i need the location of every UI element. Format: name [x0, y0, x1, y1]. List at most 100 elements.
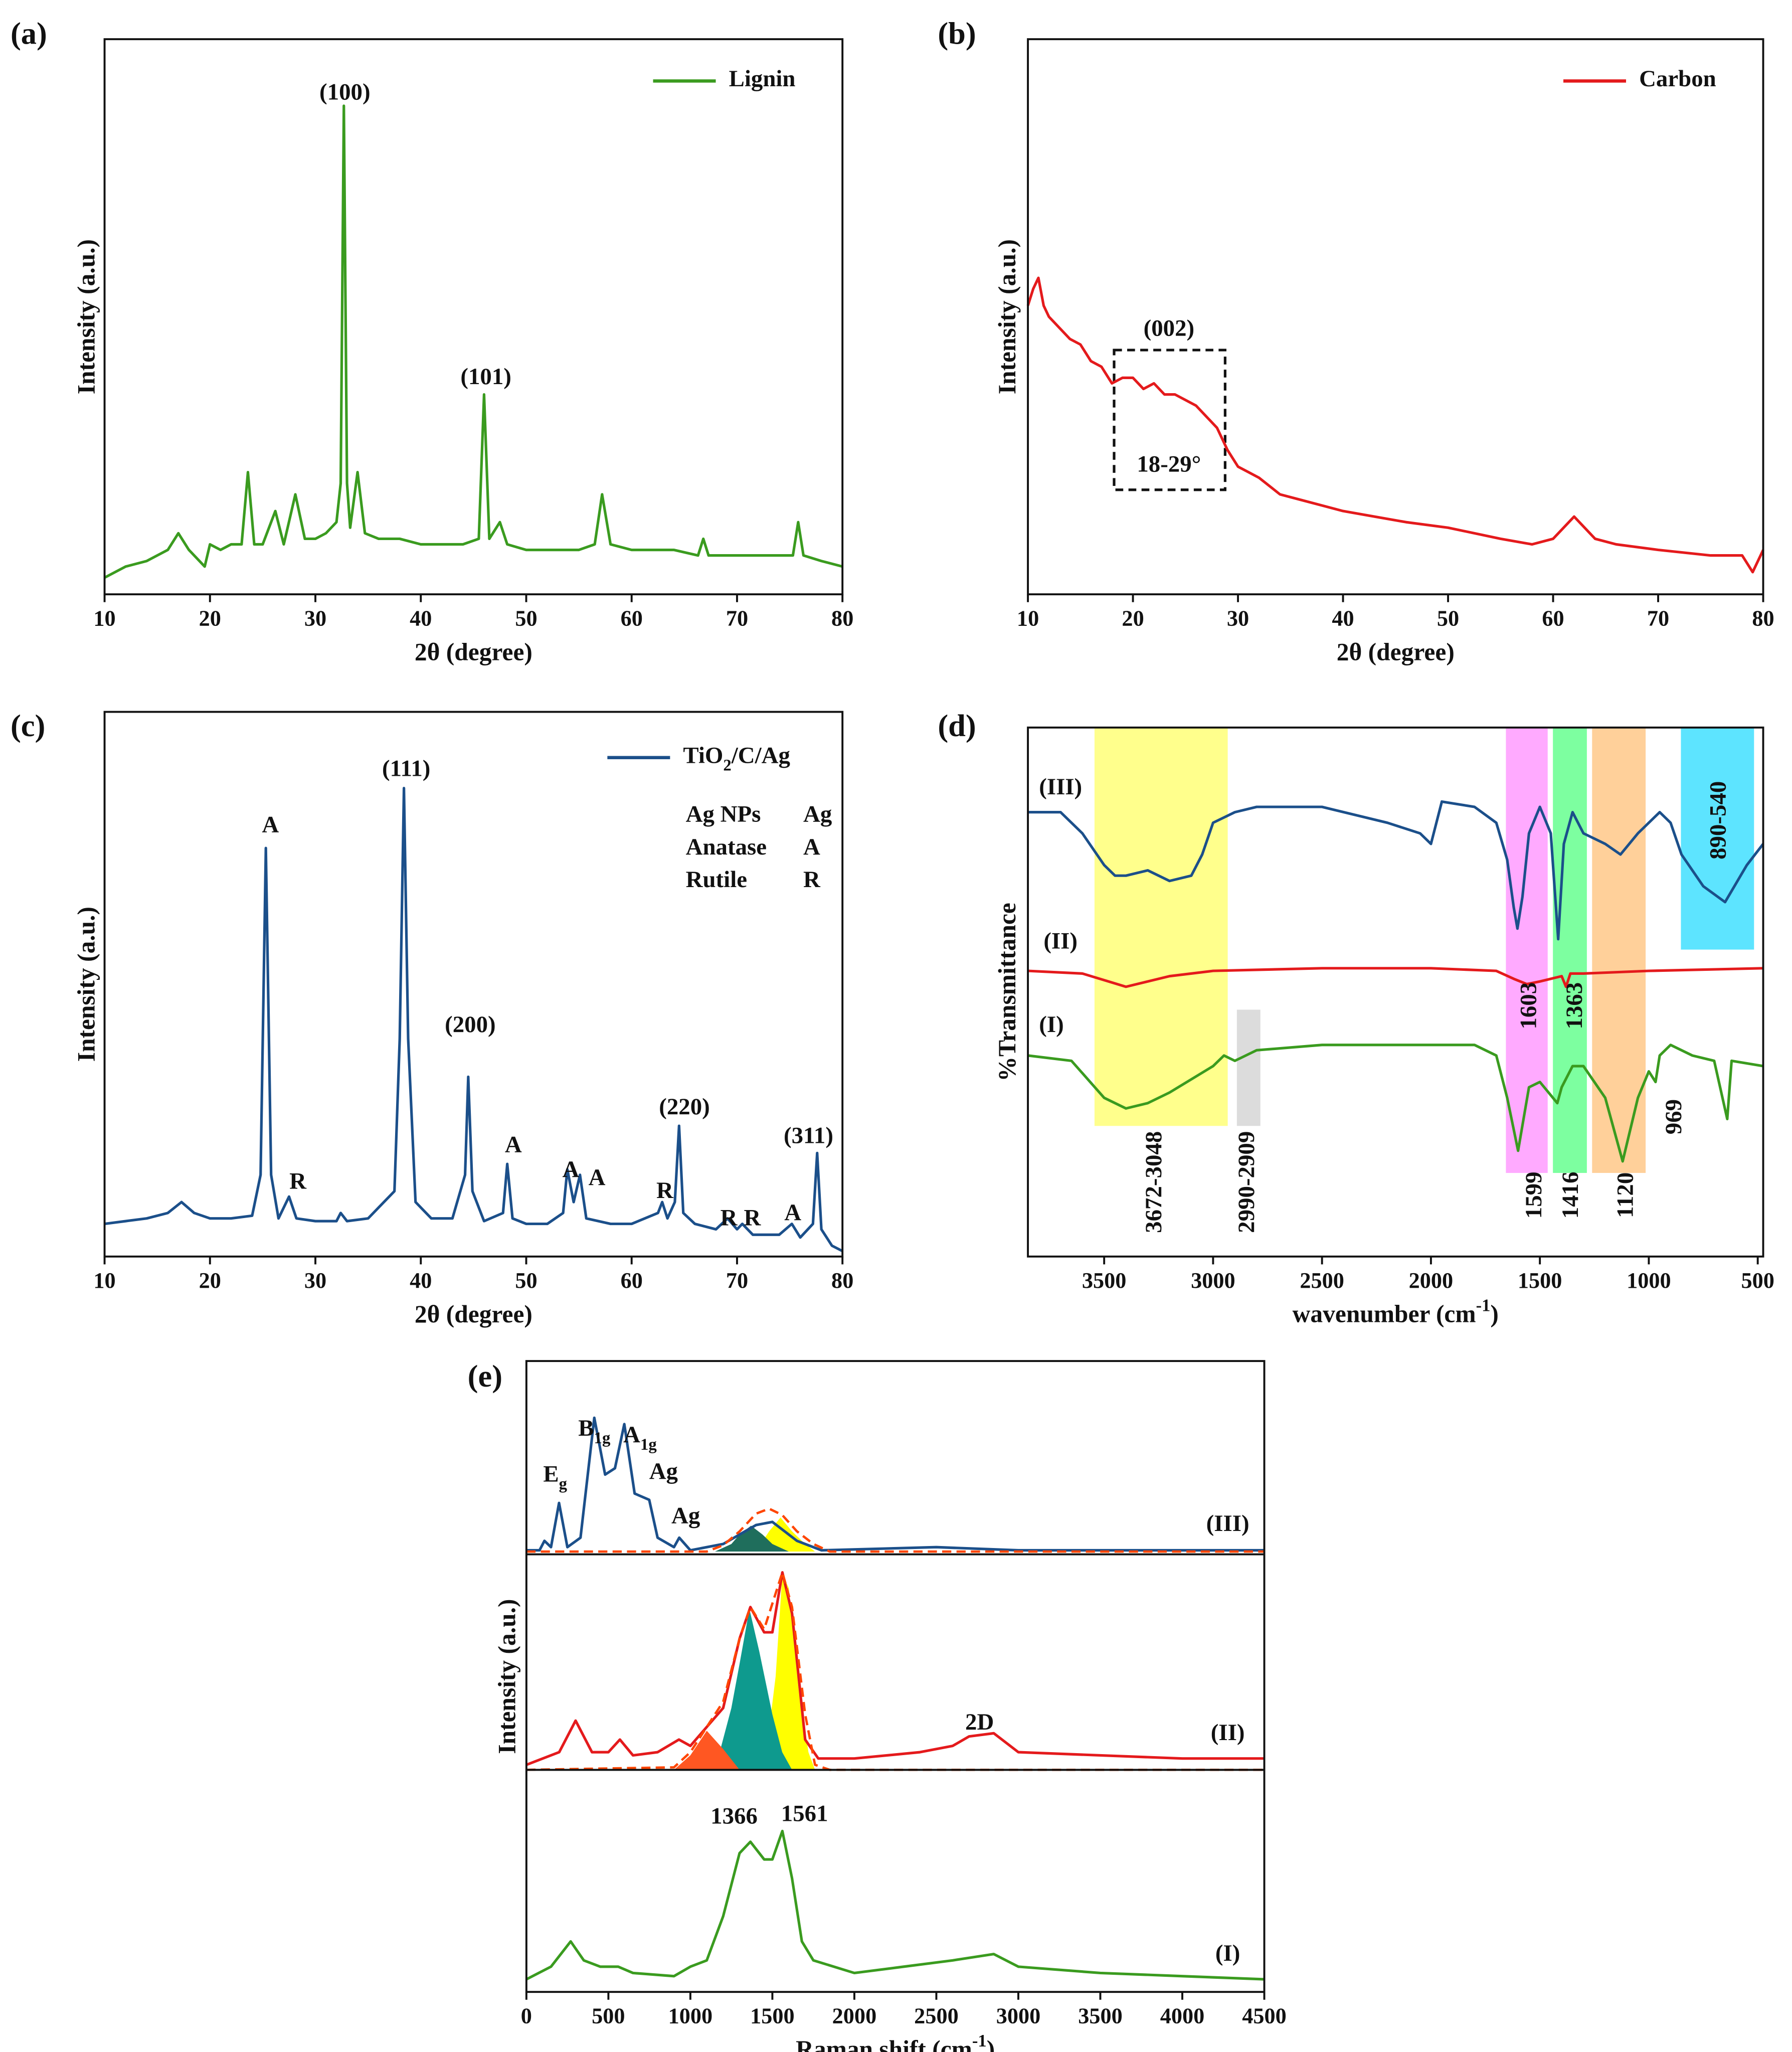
plot-frame [1027, 726, 1764, 1258]
x-axis-label: wavenumber (cm-1) [1293, 1296, 1499, 1328]
band [1236, 1009, 1261, 1126]
x-tick-label: 30 [304, 1268, 326, 1293]
panel-label: (d) [938, 708, 976, 743]
fit-line [526, 1507, 1265, 1553]
plot-frame [103, 38, 844, 596]
annotation: R [289, 1168, 307, 1194]
x-tick-label: 80 [831, 606, 853, 630]
x-tick-label: 30 [1227, 606, 1249, 630]
band [1553, 727, 1587, 1173]
fit-area [714, 1525, 789, 1552]
x-tick-label: 1500 [750, 2003, 795, 2028]
annotation-part: B [578, 1415, 594, 1441]
data-line [525, 1571, 1265, 1766]
series-label: (II) [1211, 1720, 1245, 1746]
key-name: Rutile [686, 867, 747, 893]
x-tick-label: 70 [1647, 606, 1669, 630]
y-axis-label: Intensity (a.u.) [993, 239, 1021, 394]
fit-line [526, 1571, 1265, 1771]
x-tick-label: 0 [521, 2003, 532, 2028]
x-tick-label: 3000 [1191, 1268, 1235, 1293]
annotation: (100) [319, 79, 371, 105]
annotation: R [656, 1177, 674, 1204]
x-tick-label: 30 [304, 606, 326, 630]
annotation: 1363 [1561, 982, 1587, 1030]
x-tick-label: 60 [621, 1268, 643, 1293]
x-tick-label: 20 [199, 1268, 221, 1293]
y-axis-label: Intensity (a.u.) [73, 907, 100, 1062]
x-tick-label: 50 [1437, 606, 1459, 630]
key-symbol: Ag [803, 801, 832, 827]
plot-frame [525, 1360, 1266, 1993]
legend-label: Carbon [1639, 66, 1716, 92]
series-label: (I) [1215, 1940, 1240, 1966]
annotation: (111) [382, 756, 430, 782]
x-axis-label-part: ) [1490, 1300, 1498, 1328]
x-tick-label: 4000 [1160, 2003, 1205, 2028]
annotation: Eg [543, 1461, 567, 1493]
x-tick-label: 60 [1542, 606, 1564, 630]
annotation: B1g [578, 1415, 611, 1447]
annotation: 1366 [710, 1803, 758, 1829]
x-tick-label: 2500 [914, 2003, 959, 2028]
annotation: 2990-2909 [1233, 1131, 1260, 1233]
x-tick-label: 50 [515, 1268, 537, 1293]
annotation-part: 1g [640, 1436, 657, 1454]
x-tick-label: 60 [621, 606, 643, 630]
annotation: A1g [623, 1422, 657, 1454]
x-tick-label: 500 [592, 2003, 625, 2028]
x-tick-label: 3000 [996, 2003, 1041, 2028]
x-tick-label: 1000 [668, 2003, 713, 2028]
data-line [526, 1416, 1265, 1552]
legend-label-part: /C/Ag [731, 742, 790, 768]
series-label: (II) [1043, 928, 1078, 954]
x-tick-label: 40 [1332, 606, 1354, 630]
legend-label-part: 2 [723, 756, 731, 774]
fit-area [674, 1731, 740, 1770]
plot-frame [1027, 38, 1764, 596]
y-axis-label: %Transmittance [993, 903, 1021, 1081]
annotation: (002) [1144, 315, 1195, 341]
x-tick-label: 50 [515, 606, 537, 630]
annotation: A [562, 1156, 579, 1182]
series-label: (I) [1039, 1011, 1063, 1038]
panel-label: (b) [938, 16, 976, 51]
band [1681, 727, 1754, 950]
legend-label: Lignin [729, 66, 796, 92]
band [1592, 727, 1646, 1173]
annotation: A [784, 1200, 801, 1226]
data-line [1027, 967, 1763, 988]
x-tick-label: 3500 [1078, 2003, 1123, 2028]
x-tick-label: 80 [831, 1268, 853, 1293]
y-axis-label: Intensity (a.u.) [73, 239, 100, 394]
data-line [525, 1829, 1265, 1981]
panel-label: (e) [468, 1358, 502, 1394]
x-tick-label: 10 [93, 1268, 115, 1293]
data-line [1026, 276, 1764, 574]
annotation: Ag [671, 1502, 700, 1528]
annotation: A [505, 1132, 522, 1158]
data-line [104, 104, 843, 579]
region-box [1113, 349, 1226, 491]
y-axis-label: Intensity (a.u.) [493, 1599, 520, 1754]
x-tick-label: 20 [199, 606, 221, 630]
series-label: (III) [1206, 1510, 1249, 1536]
data-line [1028, 800, 1764, 941]
annotation: 1599 [1521, 1171, 1547, 1219]
annotation: 890-540 [1705, 781, 1731, 860]
x-axis-label: 2θ (degree) [415, 1300, 532, 1328]
x-tick-label: 40 [410, 1268, 432, 1293]
annotation-part: 1g [594, 1429, 611, 1447]
annotation: 969 [1661, 1099, 1687, 1134]
x-tick-label: 2000 [1409, 1268, 1454, 1293]
annotation: 1120 [1612, 1172, 1638, 1218]
x-tick-label: 20 [1122, 606, 1144, 630]
x-axis-label-part: Raman shift (cm [796, 2035, 972, 2052]
legend-label: TiO2/C/Ag [683, 742, 790, 774]
key-symbol: R [803, 867, 821, 893]
x-tick-label: 70 [726, 1268, 748, 1293]
annotation: (200) [445, 1011, 496, 1038]
annotation-part: g [559, 1475, 568, 1493]
annotation: 1416 [1557, 1171, 1583, 1219]
